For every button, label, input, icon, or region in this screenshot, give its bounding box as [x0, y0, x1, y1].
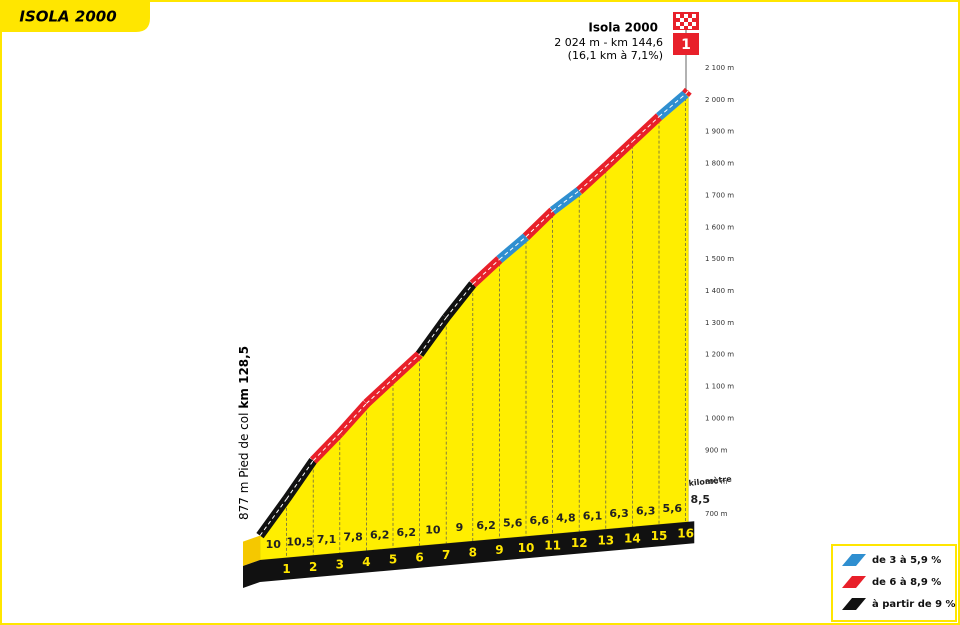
- km-label: 6: [415, 550, 423, 564]
- summit-name: Isola 2000: [588, 21, 658, 35]
- gradient-label: 10: [425, 524, 441, 537]
- gradient-label: 10,5: [286, 535, 313, 548]
- gradient-label: 9: [456, 521, 464, 534]
- ridge-centerline: [312, 432, 341, 461]
- gradient-label: 6,3: [609, 507, 629, 520]
- y-tick-label: 1 900 m: [705, 128, 734, 136]
- ridge-centerline: [578, 166, 607, 192]
- km-label: 7: [442, 548, 450, 562]
- ridge-centerline: [286, 460, 314, 500]
- y-tick-label: 1 200 m: [705, 351, 734, 359]
- y-tick-label: 2 000 m: [705, 96, 734, 104]
- title-tab: [0, 0, 150, 32]
- gradient-label: 4,8: [556, 512, 576, 525]
- ridge-centerline: [525, 210, 553, 238]
- checkered-flag: [673, 12, 699, 30]
- km-label: 1: [282, 562, 290, 576]
- y-tick-label: 900 m: [705, 446, 728, 454]
- gradient-label: 7,1: [317, 533, 337, 546]
- km-label: 16: [677, 527, 694, 541]
- ridge-centerline: [472, 259, 500, 285]
- km-label: 9: [495, 543, 503, 557]
- km-label: 3: [336, 557, 344, 571]
- y-tick-label: 1 600 m: [705, 223, 734, 231]
- gradient-label: 5,6: [503, 516, 523, 529]
- y-tick-label: 700 m: [705, 510, 728, 518]
- gradient-label: 5,6: [663, 502, 683, 515]
- legend-swatch: [842, 598, 866, 610]
- km-label: 15: [651, 529, 668, 543]
- km-label: 11: [544, 538, 561, 552]
- front-face: [243, 535, 260, 566]
- gradient-label: 10: [266, 538, 282, 551]
- summit-altitude: 2 024 m - km 144,6: [554, 36, 663, 49]
- km-label: 4: [362, 555, 370, 569]
- ridge-centerline: [445, 283, 474, 318]
- gradient-label: 8,5: [691, 493, 711, 506]
- ridge-centerline: [392, 353, 420, 380]
- ridge-centerline: [658, 93, 686, 118]
- base-band: [243, 521, 695, 588]
- start-label: 877 m Pied de col km 128,5: [237, 346, 251, 520]
- km-label: 5: [389, 553, 397, 567]
- km-label: 13: [597, 534, 614, 548]
- y-tick-label: 1 000 m: [705, 414, 734, 422]
- legend-swatch: [842, 576, 866, 588]
- legend-label: de 6 à 8,9 %: [872, 576, 941, 588]
- ridge-centerline: [632, 116, 660, 142]
- y-tick-label: 1 700 m: [705, 191, 734, 199]
- y-tick-label: 1 300 m: [705, 319, 734, 327]
- km-label: 12: [571, 536, 588, 550]
- category: 1: [681, 37, 691, 53]
- start-km: km 128,5: [237, 346, 251, 409]
- ridge-centerline: [419, 317, 447, 355]
- ridge-centerline: [499, 236, 527, 260]
- km-label: 14: [624, 531, 641, 545]
- summit-distance: (16,1 km à 7,1%): [568, 49, 663, 62]
- km-label: 2: [309, 560, 317, 574]
- y-tick-label: 1 500 m: [705, 255, 734, 263]
- y-tick-label: 800 m: [705, 478, 728, 486]
- ridge-segment: [336, 400, 370, 437]
- title: ISOLA 2000: [19, 8, 116, 26]
- ridge-centerline: [685, 90, 689, 95]
- gradient-label: 6,2: [370, 528, 390, 541]
- gradient-label: 6,2: [397, 526, 417, 539]
- gradient-label: 7,8: [343, 531, 363, 544]
- km-label: 10: [518, 541, 535, 555]
- ridge-centerline: [552, 190, 580, 212]
- gradient-label: 6,1: [583, 509, 603, 522]
- ridge-centerline: [259, 498, 288, 536]
- ridge-centerline: [605, 141, 633, 167]
- legend-label: à partir de 9 %: [872, 598, 956, 610]
- legend-swatch: [842, 554, 866, 566]
- y-tick-label: 1 800 m: [705, 160, 734, 168]
- gradient-label: 6,2: [476, 519, 496, 532]
- start-text: 877 m Pied de col: [237, 413, 251, 520]
- y-tick-label: 1 400 m: [705, 287, 734, 295]
- gradient-label: 6,3: [636, 505, 656, 518]
- km-label: 8: [469, 546, 477, 560]
- gradient-label: 6,6: [530, 514, 550, 527]
- legend-label: de 3 à 5,9 %: [872, 554, 941, 566]
- ridge-centerline: [366, 378, 394, 404]
- y-tick-label: 2 100 m: [705, 64, 734, 72]
- y-tick-label: 1 100 m: [705, 383, 734, 391]
- category-box: [673, 33, 699, 55]
